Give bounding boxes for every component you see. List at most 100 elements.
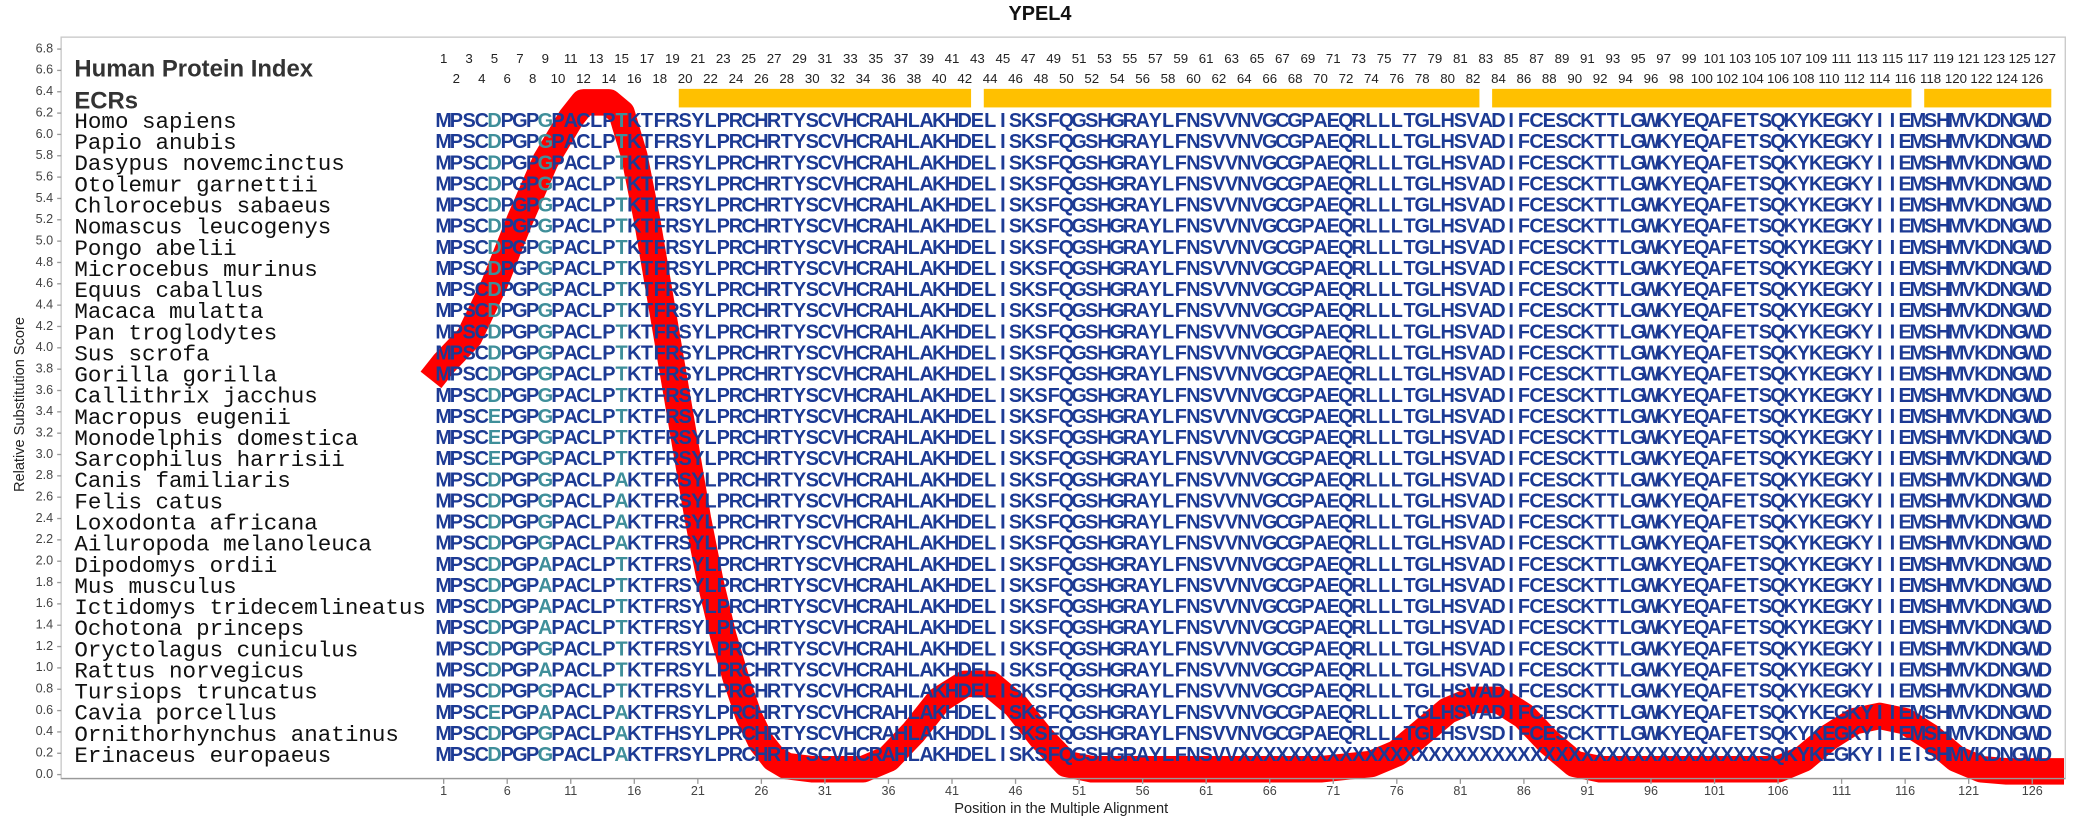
human-index-number: 101 — [1703, 51, 1725, 66]
human-index-number: 52 — [1084, 71, 1099, 86]
human-index-number: 51 — [1072, 51, 1087, 66]
human-index-number: 117 — [1907, 51, 1928, 66]
x-tick-label: 11 — [564, 784, 577, 798]
sequence: MPSCEPGPGPACLPTKTFRSYLPRCHRTYSCVHCRAHLAK… — [435, 427, 2052, 449]
human-index-number: 4 — [478, 71, 485, 86]
human-index-number: 126 — [2021, 71, 2043, 86]
human-index-number: 118 — [1920, 71, 1941, 86]
y-tick-label: 3.4 — [36, 404, 54, 418]
sequence: MPSCDPGPGPACLPAKTFRSYLPRCHRTYSCVHCRAHLAK… — [435, 744, 2052, 766]
sequence: MPSCDPGPAPACLPTKTFRSYLPRCHRTYSCVHCRAHLAK… — [435, 575, 2052, 597]
human-index-number: 46 — [1008, 71, 1023, 86]
human-index-number: 100 — [1691, 71, 1713, 86]
y-tick-label: 0.8 — [36, 682, 54, 696]
y-tick-label: 6.6 — [36, 63, 54, 77]
human-index-number: 113 — [1856, 51, 1877, 66]
human-index-number: 58 — [1161, 71, 1176, 86]
human-index-number: 5 — [491, 51, 498, 66]
human-index-number: 84 — [1491, 71, 1506, 86]
species-name: Sus scrofa — [74, 341, 209, 367]
y-tick-label: 1.6 — [36, 596, 54, 610]
human-index-number: 22 — [703, 71, 718, 86]
human-index-number: 67 — [1275, 51, 1290, 66]
y-tick-label: 2.4 — [36, 511, 54, 525]
human-index-number: 39 — [919, 51, 934, 66]
y-tick-label: 2.2 — [36, 532, 54, 546]
human-index-number: 107 — [1780, 51, 1802, 66]
x-tick-label: 46 — [1009, 784, 1023, 798]
x-tick-label: 106 — [1768, 784, 1789, 798]
human-index-number: 41 — [945, 51, 960, 66]
human-index-number: 16 — [627, 71, 642, 86]
human-index-number: 125 — [2008, 51, 2030, 66]
x-tick-label: 21 — [691, 784, 705, 798]
species-name: Dipodomys ordii — [74, 553, 277, 579]
y-tick-label: 3.8 — [36, 361, 54, 375]
x-tick-label: 51 — [1072, 784, 1086, 798]
human-index-number: 33 — [843, 51, 858, 66]
chart-title: YPEL4 — [1009, 3, 1072, 25]
species-name: Felis catus — [74, 489, 223, 515]
sequence: MPSCEPGPAPACLPAKTFRSYLPRCHRTYSCVHCRAHLAK… — [435, 702, 2052, 724]
y-tick-label: 6.8 — [36, 41, 54, 55]
human-index-number: 74 — [1364, 71, 1379, 86]
human-index-number: 127 — [2034, 51, 2056, 66]
y-tick-label: 6.0 — [36, 127, 54, 141]
sequence: MPSCDPGPGPACLPTKTFRSYLPRCHRTYSCVHCRAHLAK… — [435, 300, 2052, 322]
x-tick-label: 56 — [1136, 784, 1150, 798]
human-index-number: 11 — [564, 51, 578, 66]
human-index-number: 27 — [767, 51, 782, 66]
human-index-number: 56 — [1135, 71, 1150, 86]
species-name: Macaca mulatta — [74, 299, 263, 325]
species-name: Macropus eugenii — [74, 405, 290, 431]
human-index-number: 82 — [1466, 71, 1481, 86]
human-index-number: 114 — [1869, 71, 1890, 86]
sequence: MPSCDPGPGPACLPTKTFRSYLPRCHRTYSCVHCRAHLAK… — [435, 195, 2052, 217]
sequence: MPSCDPGPAPACLPTKTFRSYLPRCHRTYSCVHCRAHLAK… — [435, 660, 2052, 682]
x-tick-label: 76 — [1390, 784, 1404, 798]
human-index-number: 12 — [576, 71, 591, 86]
sequence: MPSCDPGPGPACLPAKTFRSYLPRCHRTYSCVHCRAHLAK… — [435, 491, 2052, 513]
human-index-number: 6 — [504, 71, 511, 86]
human-index-number: 34 — [856, 71, 871, 86]
human-index-number: 32 — [830, 71, 845, 86]
human-index-number: 38 — [907, 71, 922, 86]
y-tick-label: 2.8 — [36, 468, 54, 482]
ecr-bar — [983, 88, 1480, 108]
human-index-number: 37 — [894, 51, 909, 66]
sequence: MPSCDPGPAPACLPTKTFRSYLPRCHRTYSCVHCRAHLAK… — [435, 596, 2052, 618]
human-index-number: 105 — [1754, 51, 1776, 66]
human-index-number: 121 — [1958, 51, 1980, 66]
human-index-number: 124 — [1996, 71, 2018, 86]
y-tick-label: 4.6 — [36, 276, 54, 290]
human-index-number: 98 — [1669, 71, 1684, 86]
score-line — [420, 89, 2065, 785]
species-name: Ochotona princeps — [74, 616, 304, 642]
species-name: Microcebus murinus — [74, 257, 317, 283]
x-tick-label: 96 — [1644, 784, 1658, 798]
human-index-number: 122 — [1970, 71, 1992, 86]
y-tick-label: 3.6 — [36, 383, 54, 397]
human-index-number: 18 — [652, 71, 667, 86]
x-tick-label: 31 — [818, 784, 832, 798]
human-index-number: 8 — [529, 71, 536, 86]
human-index-number: 31 — [818, 51, 833, 66]
sequence: MPSCDPGPGPACLPTKTFRSYLPRCHRTYSCVHCRAHLAK… — [435, 131, 2052, 153]
species-name: Callithrix jacchus — [74, 384, 317, 410]
species-name: Gorilla gorilla — [74, 363, 277, 389]
human-index-number: 112 — [1844, 71, 1865, 86]
human-index-number: 70 — [1313, 71, 1328, 86]
species-name: Ailuropoda melanoleuca — [74, 532, 371, 558]
human-index-number: 89 — [1555, 51, 1570, 66]
human-index-number: 77 — [1402, 51, 1417, 66]
sequence: MPSCEPGPGPACLPTKTFRSYLPRCHRTYSCVHCRAHLAK… — [435, 406, 2052, 428]
sequence: MPSCDPGPGPACLPTKTFRSYLPRCHRTYSCVHCRAHLAK… — [435, 216, 2052, 238]
y-tick-label: 4.2 — [36, 319, 54, 333]
human-index-number: 44 — [983, 71, 998, 86]
human-index-number: 95 — [1631, 51, 1646, 66]
y-tick-label: 4.0 — [36, 340, 54, 354]
human-index-number: 35 — [868, 51, 883, 66]
x-axis-label: Position in the Multiple Alignment — [954, 801, 1168, 817]
human-index-number: 21 — [690, 51, 705, 66]
